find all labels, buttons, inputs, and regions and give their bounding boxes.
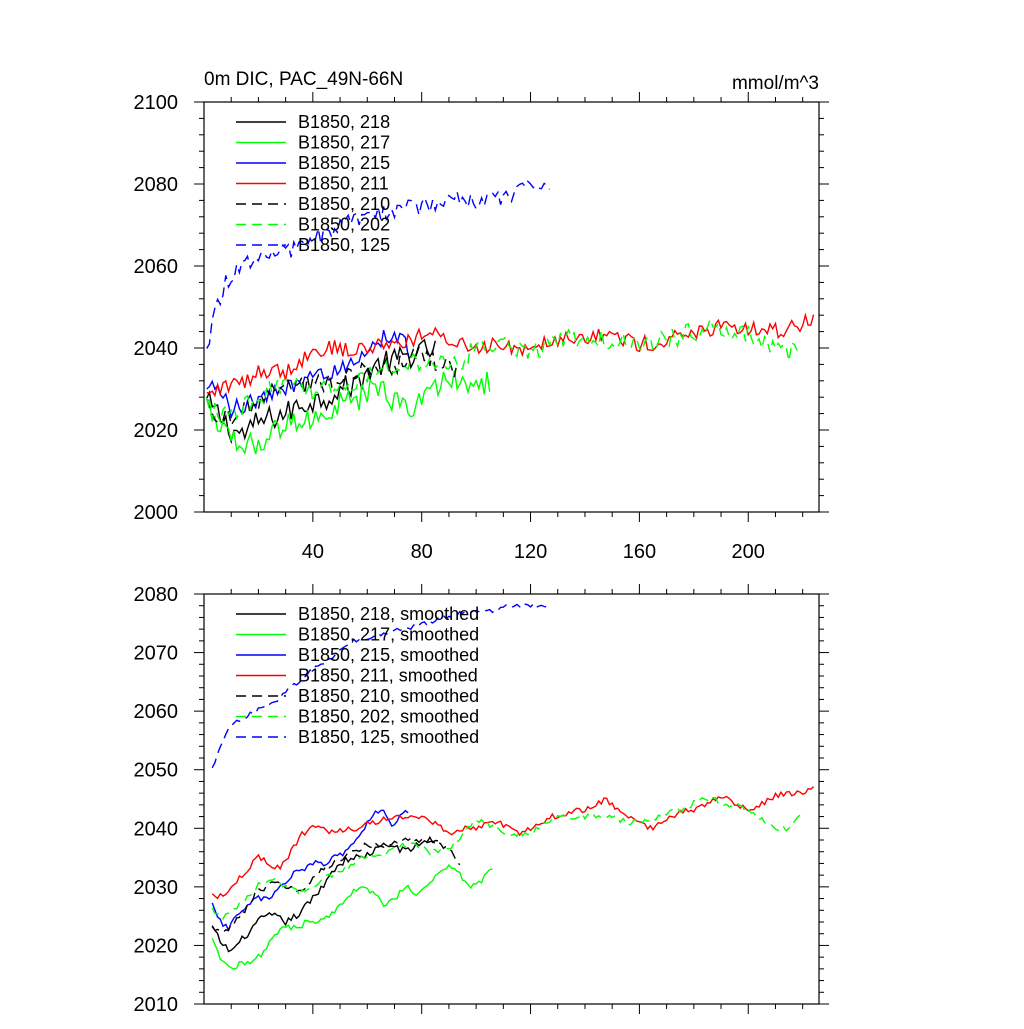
top-panel-axes: 40 80 120 160 200 2000 2020 2040 2060 2080 2100: [134, 92, 829, 563]
x-tick-label: 200: [732, 541, 765, 563]
y-tick-label: 2050: [134, 760, 179, 782]
y-tick-label: 2060: [134, 701, 179, 723]
x-tick-label: 120: [514, 541, 547, 563]
y-tick-label: 2040: [134, 338, 179, 360]
legend-label: B1850, 125, smoothed: [298, 727, 479, 747]
legend-label: B1850, 202, smoothed: [298, 707, 479, 727]
legend-label: B1850, 210, smoothed: [298, 686, 479, 706]
legend-label: B1850, 211: [298, 174, 389, 194]
plot-frame: [203, 101, 820, 513]
y-tick-label: 2020: [134, 420, 179, 442]
legend-label: B1850, 215: [298, 153, 390, 173]
series-line-1: [206, 338, 436, 445]
bottom-panel-series: [211, 603, 815, 970]
y-tick-label: 2030: [134, 877, 179, 899]
series-line-5: [206, 345, 458, 428]
legend-label: B1850, 210: [298, 194, 390, 214]
x-tick-label: 40: [302, 541, 324, 563]
top-panel-series: [206, 180, 815, 456]
bottom-panel-axes: 2010 2020 2030 2040 2050 2060 2070 2080: [134, 584, 829, 1016]
y-tick-label: 2080: [134, 584, 179, 606]
top-panel-title: 0m DIC, PAC_49N-66N: [204, 69, 403, 90]
x-tick-label: 160: [623, 541, 656, 563]
legend-label: B1850, 218, smoothed: [298, 604, 479, 624]
series-line-2: [211, 863, 493, 970]
y-tick-label: 2020: [134, 935, 179, 957]
series-line-5: [211, 837, 461, 934]
series-line-1: [211, 835, 439, 953]
y-tick-label: 2010: [134, 994, 179, 1016]
series-line-7: [206, 180, 551, 349]
series-line-4: [206, 312, 815, 398]
series-line-6: [206, 317, 798, 425]
top-panel: 0m DIC, PAC_49N-66N mmol/m^3 40 80 120 160 2…: [134, 69, 829, 563]
legend-label: B1850, 217, smoothed: [298, 625, 479, 645]
legend-label: B1850, 218: [298, 112, 390, 132]
x-tick-label: 80: [411, 541, 433, 563]
legend-label: B1850, 217: [298, 133, 390, 153]
y-tick-label: 2080: [134, 174, 179, 196]
y-tick-label: 2100: [134, 92, 179, 114]
series-line-3: [211, 809, 409, 932]
series-line-4: [211, 786, 815, 900]
series-line-2: [206, 370, 491, 456]
y-tick-label: 2060: [134, 256, 179, 278]
y-tick-label: 2040: [134, 818, 179, 840]
series-line-6: [211, 796, 801, 921]
bottom-panel: 2010 2020 2030 2040 2050 2060 2070 2080 B1850, …: [134, 584, 829, 1016]
legend-label: B1850, 125: [298, 235, 390, 255]
y-tick-label: 2070: [134, 643, 179, 665]
plot-frame: [203, 593, 820, 1005]
legend-label: B1850, 202: [298, 215, 390, 235]
legend-label: B1850, 211, smoothed: [298, 666, 478, 686]
series-line-7: [211, 603, 551, 769]
top-panel-units: mmol/m^3: [732, 73, 819, 94]
y-tick-label: 2000: [134, 502, 179, 524]
legend-label: B1850, 215, smoothed: [298, 645, 479, 665]
